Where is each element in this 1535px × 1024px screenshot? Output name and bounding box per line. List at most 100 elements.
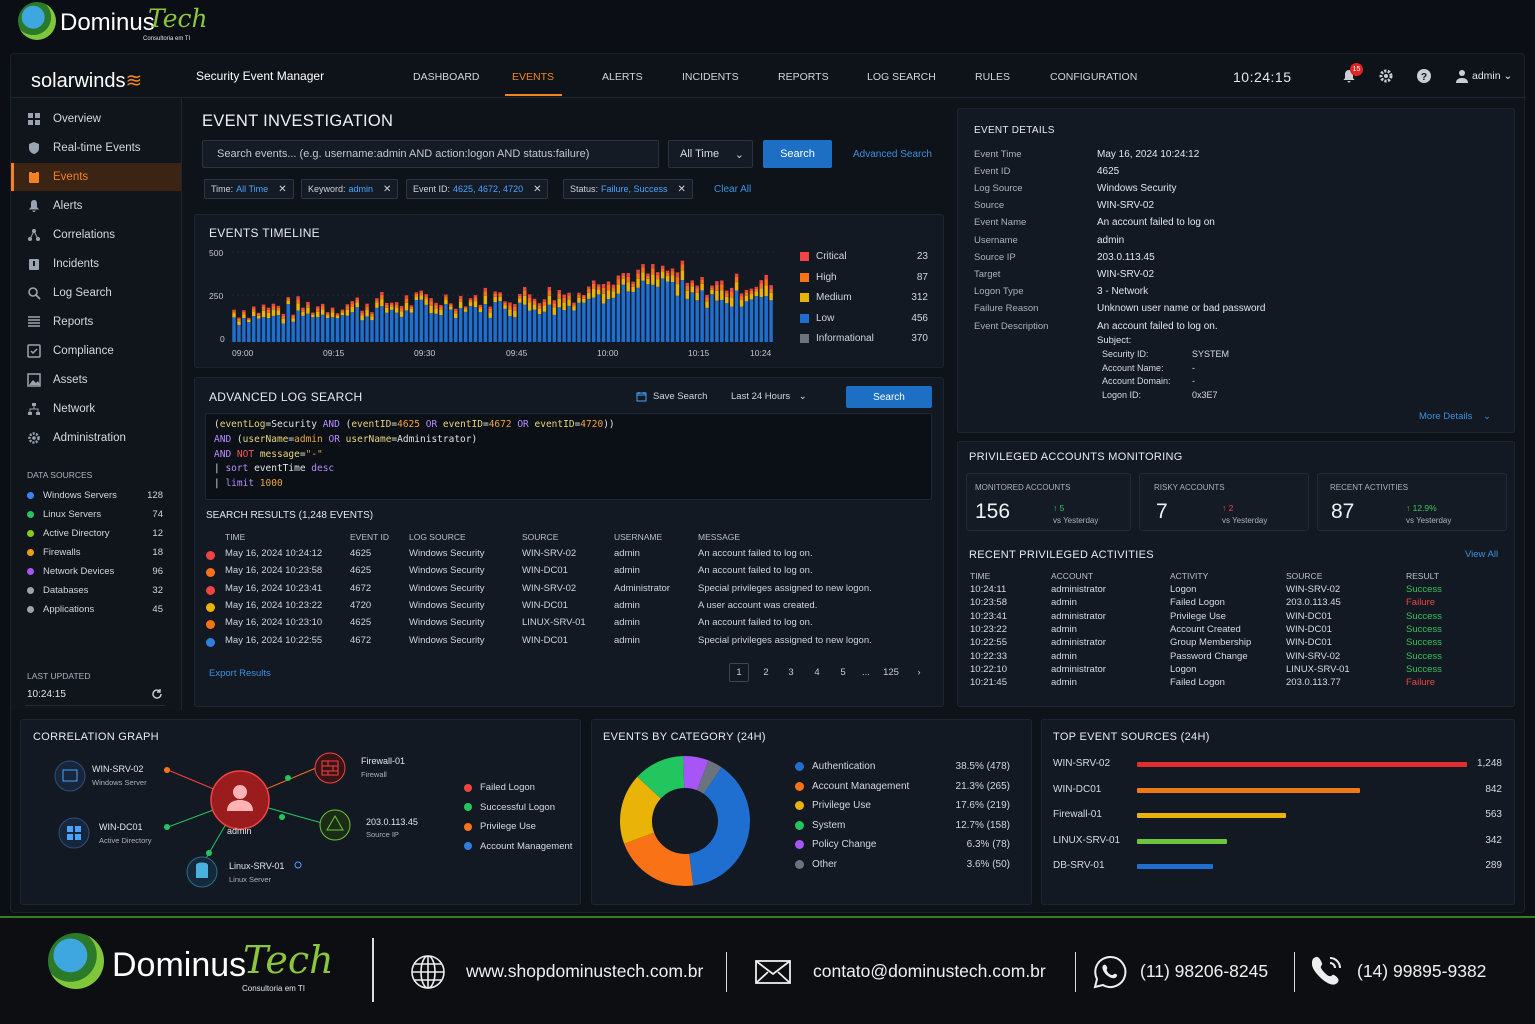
website-link[interactable]: www.shopdominustech.com.br (466, 961, 704, 981)
ip-node[interactable] (319, 809, 351, 841)
timeline-bar (606, 284, 611, 291)
table-row[interactable]: May 16, 2024 10:24:12 4625 Windows Securit… (206, 548, 926, 565)
activity-row[interactable]: 10:23:22 admin Account Created WIN-DC01 Succ… (970, 624, 1500, 637)
filter-chip-keyword[interactable]: Keyword: admin ✕ (301, 179, 399, 199)
next-page-button[interactable]: › (917, 667, 921, 678)
email-link[interactable]: contato@dominustech.com.br (813, 961, 1046, 981)
sidebar-item-real-time-events[interactable]: Real-time Events (11, 134, 181, 162)
timeline-bar (729, 306, 734, 342)
firewall-node[interactable] (314, 752, 346, 784)
table-row[interactable]: May 16, 2024 10:23:10 4625 Windows Securit… (206, 617, 926, 634)
sidebar-item-compliance[interactable]: Compliance (11, 337, 181, 365)
server-node[interactable] (54, 760, 86, 792)
detail-value: 3 - Network (1097, 285, 1149, 297)
time-range-select[interactable]: All Time ⌄ (668, 140, 753, 168)
help-icon[interactable]: ? (1416, 68, 1432, 84)
col-event-id: EVENT ID (350, 532, 390, 542)
filter-chip-status[interactable]: Status: Failure, Success ✕ (563, 179, 693, 199)
activity-row[interactable]: 10:24:11 administrator Logon WIN-SRV-02 Succ… (970, 584, 1500, 597)
close-icon[interactable]: ✕ (278, 183, 287, 195)
nav-alerts[interactable]: ALERTS (602, 71, 643, 83)
source-name: LINUX-SRV-01 (1053, 834, 1121, 846)
page-125[interactable]: 125 (883, 667, 899, 678)
phone-number[interactable]: (14) 99895-9382 (1357, 961, 1487, 981)
sidebar-item-reports[interactable]: Reports (11, 308, 181, 336)
clear-all-link[interactable]: Clear All (714, 184, 752, 195)
data-source-row[interactable]: Databases 32 (27, 585, 163, 596)
activity-row[interactable]: 10:21:45 admin Failed Logon 203.0.113.77 Fai… (970, 677, 1500, 690)
table-row[interactable]: May 16, 2024 10:22:55 4672 Windows Securit… (206, 635, 926, 652)
sidebar-item-alerts[interactable]: Alerts (11, 192, 181, 220)
timeline-bar (468, 298, 473, 300)
timeline-bar (700, 279, 704, 284)
sidebar-item-events[interactable]: Events (11, 163, 181, 191)
search-button[interactable]: Search (763, 140, 832, 168)
sidebar-item-assets[interactable]: Assets (11, 366, 181, 394)
dc-node[interactable] (58, 817, 90, 849)
activity-row[interactable]: 10:23:58 admin Failed Logon 203.0.113.45 Fai… (970, 597, 1500, 610)
table-row[interactable]: May 16, 2024 10:23:58 4625 Windows Securit… (206, 565, 926, 582)
nav-configuration[interactable]: CONFIGURATION (1050, 71, 1138, 83)
close-icon[interactable]: ✕ (677, 183, 686, 195)
page-1[interactable]: 1 (729, 663, 749, 682)
data-source-row[interactable]: Active Directory 12 (27, 528, 163, 539)
nav-rules[interactable]: RULES (975, 71, 1011, 83)
nav-incidents[interactable]: INCIDENTS (682, 71, 739, 83)
sidebar-item-incidents[interactable]: Incidents (11, 250, 181, 278)
sidebar: Overview Real-time Events Events Alerts … (11, 98, 182, 710)
data-source-row[interactable]: Firewalls 18 (27, 547, 163, 558)
category-name: Other (812, 858, 838, 870)
view-all-link[interactable]: View All (1465, 549, 1499, 560)
data-source-row[interactable]: Applications 45 (27, 604, 163, 615)
table-row[interactable]: May 16, 2024 10:23:22 4720 Windows Securit… (206, 600, 926, 617)
sidebar-item-network[interactable]: Network (11, 395, 181, 423)
nav-events[interactable]: EVENTS (512, 71, 555, 83)
nav-dashboard[interactable]: DASHBOARD (413, 71, 480, 83)
close-icon[interactable]: ✕ (383, 183, 392, 195)
export-results-link[interactable]: Export Results (209, 668, 271, 679)
user-menu[interactable]: admin ⌄ (1472, 70, 1512, 82)
filter-chip-time[interactable]: Time: All Time ✕ (204, 179, 294, 199)
range-select[interactable]: Last 24 Hours ⌄ (731, 391, 807, 402)
stat-vs: vs Yesterday (1222, 516, 1268, 525)
whatsapp-number[interactable]: (11) 98206-8245 (1140, 961, 1269, 981)
timeline-bar (429, 305, 433, 314)
timeline-bar (434, 305, 438, 309)
log-search-button[interactable]: Search (846, 386, 932, 408)
data-source-row[interactable]: Windows Servers 128 (27, 490, 163, 501)
refresh-icon[interactable] (151, 688, 163, 700)
save-search-button[interactable]: Save Search (653, 391, 708, 402)
query-editor[interactable]: (eventLog=Security AND (eventID=4625 OR … (205, 413, 932, 500)
data-source-name: Databases (43, 585, 89, 596)
timeline-bar (596, 284, 601, 287)
advanced-search-link[interactable]: Advanced Search (853, 149, 932, 160)
sidebar-item-overview[interactable]: Overview (11, 105, 181, 133)
timeline-bar (508, 315, 512, 342)
nav-log-search[interactable]: LOG SEARCH (867, 71, 936, 83)
timeline-bar (320, 303, 325, 307)
activity-row[interactable]: 10:22:10 administrator Logon LINUX-SRV-01 Su… (970, 664, 1500, 677)
page-2[interactable]: 2 (763, 667, 769, 678)
sidebar-item-administration[interactable]: Administration (11, 424, 181, 452)
gear-icon[interactable] (1378, 68, 1394, 84)
page-5[interactable]: 5 (840, 667, 846, 678)
activity-row[interactable]: 10:22:55 administrator Group Membership WIN… (970, 637, 1500, 650)
close-icon[interactable]: ✕ (533, 183, 542, 195)
events-timeline-chart (232, 251, 774, 342)
sidebar-item-correlations[interactable]: Correlations (11, 221, 181, 249)
activity-row[interactable]: 10:23:41 administrator Privilege Use WIN-DC… (970, 611, 1500, 624)
sidebar-label: Assets (53, 374, 88, 386)
sidebar-item-log-search[interactable]: Log Search (11, 279, 181, 307)
activity-row[interactable]: 10:22:33 admin Password Change WIN-SRV-02 Su… (970, 651, 1500, 664)
table-row[interactable]: May 16, 2024 10:23:41 4672 Windows Securit… (206, 583, 926, 600)
filter-chip-event-id[interactable]: Event ID: 4625, 4672, 4720 ✕ (406, 179, 549, 199)
more-details-link[interactable]: More Details ⌄ (1419, 411, 1491, 422)
page-3[interactable]: 3 (788, 667, 794, 678)
divider (25, 705, 165, 706)
data-source-row[interactable]: Network Devices 96 (27, 566, 163, 577)
search-input[interactable]: Search events... (e.g. username:admin AN… (202, 140, 659, 168)
page-4[interactable]: 4 (814, 667, 820, 678)
data-source-row[interactable]: Linux Servers 74 (27, 509, 163, 520)
sidebar-label: Events (53, 171, 89, 183)
nav-reports[interactable]: REPORTS (778, 71, 829, 83)
